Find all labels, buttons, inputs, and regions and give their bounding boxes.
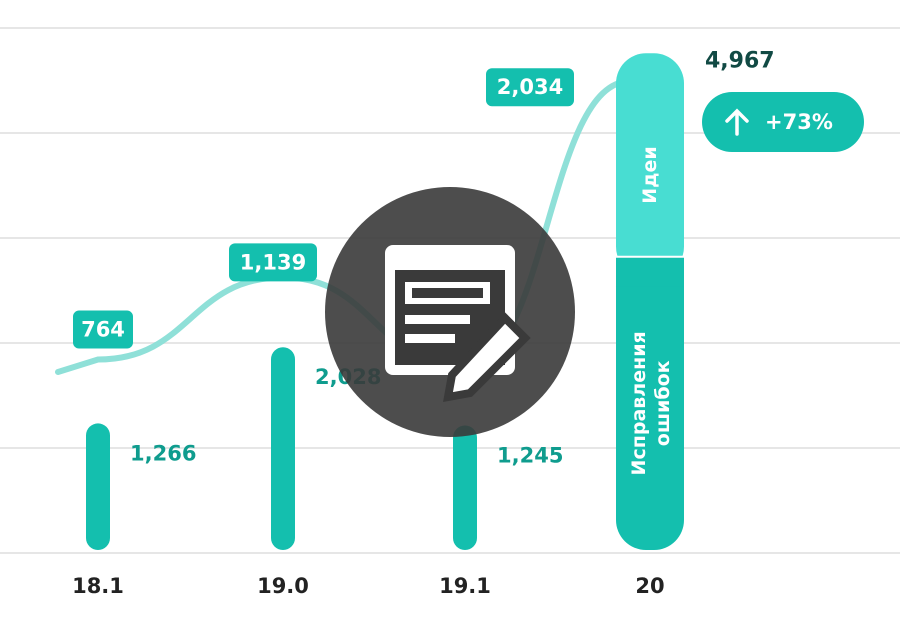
icon-line [405, 334, 455, 343]
icon-line [412, 288, 483, 298]
value-label: 1,139 [240, 250, 306, 274]
value-label-box [73, 310, 133, 349]
x-tick-label: 19.0 [257, 574, 309, 598]
icon-pencil [443, 312, 531, 402]
x-tick-label: 18.1 [72, 574, 124, 598]
stack-segment-top [616, 256, 684, 287]
icon-line [405, 315, 470, 324]
value-label: 764 [81, 318, 125, 342]
stack-segment [616, 53, 684, 277]
bar [271, 347, 295, 550]
legend-entry: Идеи [639, 146, 661, 203]
x-tick-label: 20 [635, 574, 664, 598]
bar [86, 423, 110, 550]
bar [453, 425, 477, 550]
total-label: 4,967 [705, 49, 775, 74]
value-label-box [486, 68, 574, 107]
marks: 18.119.019.1201,2662,0281,245ИдеиИсправл… [55, 49, 864, 598]
value-label: 2,034 [497, 75, 563, 99]
overlay-icon [325, 187, 575, 437]
value-label: 1,266 [130, 441, 196, 465]
change-label: +73% [765, 110, 833, 134]
stack-segment [616, 256, 684, 550]
value-label: 1,245 [497, 444, 563, 468]
value-label-box [229, 243, 317, 282]
legend-entry: Исправления ошибок [628, 331, 674, 475]
arrow-icon [725, 108, 749, 136]
change-pill [702, 92, 864, 152]
x-tick-label: 19.1 [439, 574, 491, 598]
